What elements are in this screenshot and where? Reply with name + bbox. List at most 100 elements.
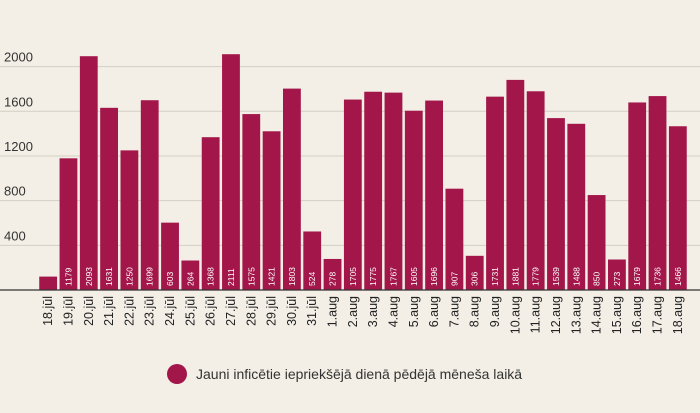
data-label: 1631 bbox=[104, 267, 114, 286]
legend: Jauni inficētie iepriekšējā dienā pēdējā… bbox=[167, 364, 522, 384]
bar bbox=[222, 54, 240, 291]
y-axis-ticks: 400 800 1200 1600 2000 bbox=[4, 50, 33, 244]
x-tick-label: 1.aug bbox=[326, 296, 340, 327]
x-tick-label: 14.aug bbox=[590, 296, 604, 334]
x-tick-label: 10.aug bbox=[508, 296, 522, 334]
data-label: 1179 bbox=[63, 267, 73, 286]
data-label: 1779 bbox=[531, 267, 541, 286]
x-tick-label: 28.jūl bbox=[244, 296, 258, 326]
data-label: 1605 bbox=[409, 267, 419, 286]
data-label: 1368 bbox=[206, 267, 216, 286]
x-tick-label: 3.aug bbox=[366, 296, 380, 327]
x-tick-label: 29.jūl bbox=[265, 296, 279, 326]
bar bbox=[608, 259, 626, 290]
x-tick-label: 18.aug bbox=[671, 296, 685, 334]
data-label: 2093 bbox=[84, 267, 94, 286]
data-label: 1731 bbox=[490, 267, 500, 286]
data-label: 278 bbox=[328, 272, 338, 286]
x-tick-label: 16.aug bbox=[630, 296, 644, 334]
bar bbox=[465, 255, 484, 290]
data-label: 907 bbox=[449, 272, 459, 286]
x-tick-label: 9.aug bbox=[488, 296, 502, 327]
bar bbox=[39, 276, 58, 290]
bar bbox=[343, 99, 362, 290]
data-label: 1767 bbox=[388, 267, 398, 286]
x-tick-label: 11.aug bbox=[529, 296, 543, 333]
data-labels: 1179 2093 1631 1250 1699 603 264 1368 2111 1575 14… bbox=[63, 267, 682, 286]
y-tick-label: 800 bbox=[4, 184, 26, 199]
bar bbox=[323, 258, 342, 290]
legend-marker bbox=[167, 364, 187, 384]
data-label: 1488 bbox=[571, 267, 581, 286]
x-tick-label: 5.aug bbox=[407, 296, 421, 327]
x-tick-label: 7.aug bbox=[447, 296, 461, 327]
data-label: 1575 bbox=[246, 267, 256, 286]
data-label: 850 bbox=[592, 272, 602, 286]
y-tick-label: 400 bbox=[4, 228, 26, 243]
x-axis-ticks: 18.jūl 19.jūl 20.jūl 21.jūl 22.jūl 23.jūl 24.j… bbox=[41, 296, 685, 334]
x-tick-label: 19.jūl bbox=[61, 296, 75, 326]
bar bbox=[262, 131, 281, 290]
x-tick-label: 15.aug bbox=[610, 296, 624, 334]
x-tick-label: 24.jūl bbox=[163, 296, 177, 326]
bar bbox=[140, 100, 159, 290]
x-tick-label: 6.aug bbox=[427, 296, 441, 327]
bar bbox=[526, 91, 545, 290]
bar bbox=[59, 158, 78, 290]
bar bbox=[384, 92, 403, 290]
x-tick-label: 18.jūl bbox=[41, 296, 55, 326]
bar bbox=[283, 88, 301, 291]
bar bbox=[404, 110, 423, 290]
data-label: 1881 bbox=[510, 267, 520, 286]
data-label: 1421 bbox=[267, 267, 277, 286]
y-tick-label: 1200 bbox=[4, 139, 33, 154]
bar bbox=[120, 150, 139, 290]
data-label: 1699 bbox=[145, 267, 155, 286]
data-label: 264 bbox=[185, 272, 195, 286]
data-label: 1466 bbox=[673, 267, 683, 286]
bar bbox=[79, 56, 98, 290]
bar bbox=[181, 260, 200, 290]
x-tick-label: 26.jūl bbox=[204, 296, 218, 326]
bar bbox=[364, 91, 383, 290]
data-label: 603 bbox=[165, 272, 175, 286]
data-label: 1696 bbox=[429, 267, 439, 286]
bar bbox=[100, 107, 118, 291]
x-tick-label: 12.aug bbox=[549, 296, 563, 334]
x-tick-label: 21.jūl bbox=[102, 296, 116, 326]
data-label: 1803 bbox=[287, 267, 297, 286]
x-tick-label: 13.aug bbox=[569, 296, 583, 334]
data-label: 1775 bbox=[368, 267, 378, 286]
x-tick-label: 4.aug bbox=[386, 296, 400, 327]
x-tick-label: 27.jūl bbox=[224, 296, 238, 326]
bar bbox=[668, 126, 687, 290]
x-tick-label: 30.jūl bbox=[285, 296, 299, 326]
y-tick-label: 1600 bbox=[4, 94, 33, 109]
bar bbox=[445, 188, 464, 290]
y-tick-label: 2000 bbox=[4, 50, 33, 65]
x-tick-label: 17.aug bbox=[651, 296, 665, 334]
data-label: 1736 bbox=[653, 267, 663, 286]
bar bbox=[425, 100, 443, 291]
bar bbox=[628, 102, 647, 290]
data-label: 2111 bbox=[226, 268, 236, 286]
data-label: 306 bbox=[470, 272, 480, 286]
bar bbox=[587, 195, 606, 290]
legend-label: Jauni inficētie iepriekšējā dienā pēdējā… bbox=[196, 366, 522, 382]
x-tick-label: 23.jūl bbox=[143, 296, 157, 326]
bar bbox=[303, 231, 322, 290]
data-label: 1539 bbox=[551, 267, 561, 286]
x-tick-label: 8.aug bbox=[468, 296, 482, 327]
data-label: 1250 bbox=[124, 267, 134, 286]
bar bbox=[201, 137, 220, 290]
bar bbox=[161, 222, 179, 290]
data-label: 273 bbox=[612, 272, 622, 286]
x-tick-label: 25.jūl bbox=[183, 296, 197, 326]
data-label: 1705 bbox=[348, 267, 358, 286]
bar bbox=[242, 114, 261, 290]
bars bbox=[39, 54, 687, 291]
bar bbox=[648, 96, 667, 290]
x-tick-label: 2.aug bbox=[346, 296, 360, 327]
